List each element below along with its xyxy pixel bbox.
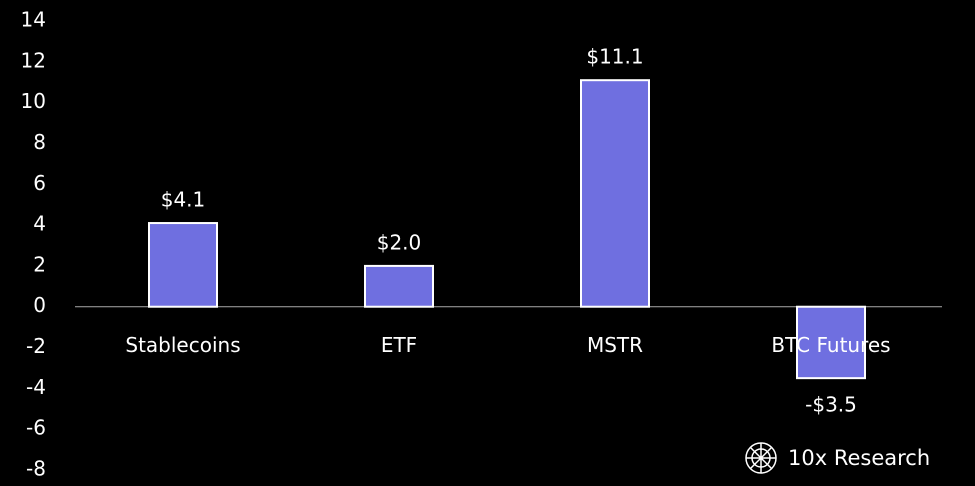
y-tick-label: 10 xyxy=(21,89,46,113)
logo-icon xyxy=(745,442,777,474)
value-label: $2.0 xyxy=(377,230,422,254)
y-tick-label: 0 xyxy=(33,293,46,317)
x-tick-label: MSTR xyxy=(587,333,643,357)
x-tick-label: Stablecoins xyxy=(125,333,240,357)
value-label: -$3.5 xyxy=(805,393,857,417)
y-tick-label: 8 xyxy=(33,130,46,154)
value-label: $11.1 xyxy=(586,45,643,69)
bar xyxy=(580,79,650,308)
bar xyxy=(796,305,866,380)
y-tick-label: -6 xyxy=(26,416,46,440)
value-label: $4.1 xyxy=(161,188,206,212)
y-tick-label: 14 xyxy=(21,8,46,32)
x-tick-label: BTC Futures xyxy=(771,333,890,357)
watermark: 10x Research xyxy=(788,446,930,470)
bar xyxy=(148,222,218,308)
bar xyxy=(364,264,434,308)
y-tick-label: 2 xyxy=(33,252,46,276)
y-tick-label: 12 xyxy=(21,48,46,72)
y-tick-label: 6 xyxy=(33,171,46,195)
y-tick-label: -8 xyxy=(26,457,46,481)
y-tick-label: 4 xyxy=(33,212,46,236)
x-tick-label: ETF xyxy=(381,333,417,357)
y-tick-label: -2 xyxy=(26,334,46,358)
y-tick-label: -4 xyxy=(26,375,46,399)
